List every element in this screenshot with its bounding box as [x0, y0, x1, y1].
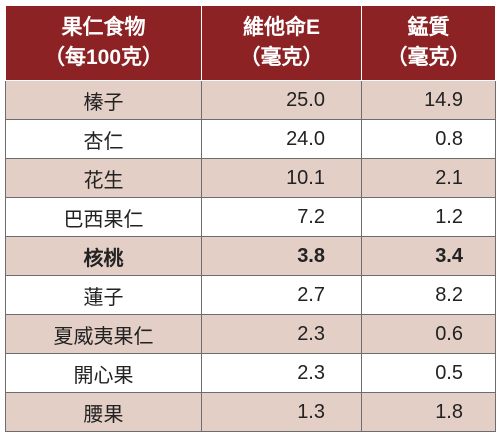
manganese-cell: 3.4	[361, 236, 496, 276]
table-row-highlighted: 核桃 3.8 3.4	[5, 236, 496, 276]
header-row: 果仁食物 （每100克） 維他命E （毫克） 錳質 （毫克）	[5, 5, 496, 81]
nut-name-cell: 夏威夷果仁	[5, 314, 202, 354]
header-nut-food: 果仁食物 （每100克）	[5, 5, 202, 81]
vitamin-e-cell: 2.7	[201, 275, 362, 315]
table-row: 杏仁 24.0 0.8	[5, 119, 496, 159]
header-manganese-line1: 錳質	[407, 16, 450, 39]
vitamin-e-cell: 7.2	[201, 197, 362, 237]
vitamin-e-cell: 1.3	[201, 392, 362, 432]
nut-name-cell: 腰果	[5, 392, 202, 432]
table-row: 花生 10.1 2.1	[5, 158, 496, 198]
nut-name-cell: 花生	[5, 158, 202, 198]
vitamin-e-cell: 10.1	[201, 158, 362, 198]
manganese-cell: 0.8	[361, 119, 496, 159]
manganese-cell: 1.8	[361, 392, 496, 432]
header-nut-food-line2: （每100克）	[43, 46, 164, 69]
header-nut-food-line1: 果仁食物	[61, 16, 146, 39]
table-row: 開心果 2.3 0.5	[5, 353, 496, 393]
header-vitamin-e-line1: 維他命E	[242, 16, 320, 39]
manganese-cell: 0.6	[361, 314, 496, 354]
nut-name-cell: 巴西果仁	[5, 197, 202, 237]
table-row: 巴西果仁 7.2 1.2	[5, 197, 496, 237]
header-manganese: 錳質 （毫克）	[361, 5, 496, 81]
manganese-cell: 8.2	[361, 275, 496, 315]
nut-name-cell: 核桃	[5, 236, 202, 276]
header-manganese-line2: （毫克）	[386, 46, 471, 69]
nut-name-cell: 開心果	[5, 353, 202, 393]
nut-name-cell: 榛子	[5, 80, 202, 120]
nut-nutrition-table: 果仁食物 （每100克） 維他命E （毫克） 錳質 （毫克） 榛子 25.0 1…	[5, 5, 496, 432]
table-row: 蓮子 2.7 8.2	[5, 275, 496, 315]
table-row: 榛子 25.0 14.9	[5, 80, 496, 120]
vitamin-e-cell: 25.0	[201, 80, 362, 120]
manganese-cell: 1.2	[361, 197, 496, 237]
vitamin-e-cell: 3.8	[201, 236, 362, 276]
table-row: 夏威夷果仁 2.3 0.6	[5, 314, 496, 354]
manganese-cell: 0.5	[361, 353, 496, 393]
manganese-cell: 14.9	[361, 80, 496, 120]
nut-nutrition-table-wrapper: 果仁食物 （每100克） 維他命E （毫克） 錳質 （毫克） 榛子 25.0 1…	[5, 5, 496, 432]
table-header: 果仁食物 （每100克） 維他命E （毫克） 錳質 （毫克）	[5, 5, 496, 81]
vitamin-e-cell: 24.0	[201, 119, 362, 159]
manganese-cell: 2.1	[361, 158, 496, 198]
nut-name-cell: 杏仁	[5, 119, 202, 159]
table-row: 腰果 1.3 1.8	[5, 392, 496, 432]
vitamin-e-cell: 2.3	[201, 353, 362, 393]
header-vitamin-e: 維他命E （毫克）	[201, 5, 362, 81]
table-body: 榛子 25.0 14.9 杏仁 24.0 0.8 花生 10.1 2.1 巴西果…	[5, 80, 496, 432]
header-vitamin-e-line2: （毫克）	[239, 46, 324, 69]
vitamin-e-cell: 2.3	[201, 314, 362, 354]
nut-name-cell: 蓮子	[5, 275, 202, 315]
